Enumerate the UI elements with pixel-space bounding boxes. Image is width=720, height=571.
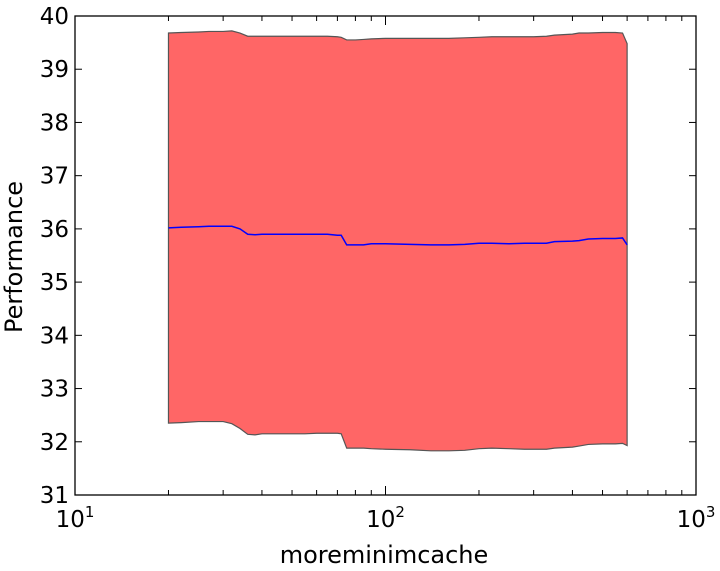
y-tick-label: 39 bbox=[40, 57, 69, 83]
ticks: 31 32 33 34 35 36 37 38 39 40 101 102 103 bbox=[40, 4, 716, 533]
y-tick-label: 40 bbox=[40, 4, 69, 30]
x-tick-label: 101 bbox=[56, 503, 95, 533]
y-tick-label: 33 bbox=[40, 377, 69, 403]
y-tick-label: 37 bbox=[40, 164, 69, 190]
plot-area bbox=[167, 30, 628, 452]
confidence-band bbox=[167, 30, 628, 452]
y-axis-label: Performance bbox=[0, 181, 28, 333]
x-axis-label: moreminimcache bbox=[280, 541, 489, 569]
y-tick-label: 31 bbox=[40, 483, 69, 509]
y-tick-label: 38 bbox=[40, 110, 69, 136]
y-tick-label: 34 bbox=[40, 323, 69, 349]
y-tick-label: 36 bbox=[40, 217, 69, 243]
y-tick-label: 35 bbox=[40, 270, 69, 296]
y-tick-label: 32 bbox=[40, 430, 69, 456]
mean-line bbox=[168, 225, 628, 246]
x-tick-label: 103 bbox=[677, 503, 716, 533]
x-tick-label: 102 bbox=[366, 503, 405, 533]
